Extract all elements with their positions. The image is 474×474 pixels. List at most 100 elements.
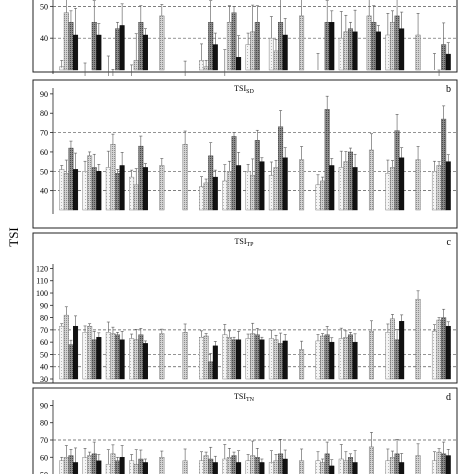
bar <box>352 31 358 71</box>
bar <box>63 457 69 474</box>
bar <box>415 298 421 380</box>
bar <box>63 12 69 71</box>
bar <box>278 453 284 474</box>
bar <box>231 339 237 380</box>
bar <box>324 334 330 380</box>
bar <box>320 462 326 474</box>
bar <box>431 460 437 474</box>
bar <box>68 22 74 71</box>
bar <box>231 12 237 71</box>
bar <box>208 155 214 211</box>
panel-c: 30 40 50 60 70 80 90 100 110 120 TSITP c <box>32 232 458 384</box>
y-tick-label: 50 <box>40 471 48 474</box>
bar <box>431 330 437 380</box>
bar <box>203 455 209 474</box>
bar <box>385 460 391 474</box>
bar <box>338 338 344 380</box>
bar <box>320 180 326 211</box>
bar <box>394 453 400 474</box>
panel-title: TSITP <box>234 237 254 248</box>
bar <box>82 332 88 380</box>
bar <box>138 145 144 211</box>
bar <box>96 34 102 71</box>
y-tick-label: 40 <box>40 187 48 196</box>
panel-letter: b <box>446 84 451 95</box>
bar <box>96 171 102 211</box>
bar <box>329 465 335 474</box>
bar <box>415 455 421 474</box>
bar <box>142 167 148 211</box>
bar <box>324 22 330 71</box>
y-tick-label: 110 <box>36 277 48 286</box>
bar <box>415 34 421 71</box>
y-tick-label: 50 <box>40 350 48 359</box>
bar <box>394 339 400 380</box>
bar <box>59 66 65 71</box>
bar <box>254 334 260 380</box>
bar <box>129 176 135 211</box>
bar <box>212 44 218 71</box>
bar <box>368 446 374 474</box>
bar <box>129 338 135 380</box>
bar <box>299 159 305 211</box>
bar <box>385 332 391 380</box>
y-tick-label: 80 <box>40 109 48 118</box>
bar <box>366 15 372 71</box>
y-tick-label: 80 <box>40 314 48 323</box>
bar <box>245 338 251 380</box>
bar <box>96 337 102 380</box>
panel-title: TSITN <box>234 392 255 403</box>
bar <box>82 171 88 211</box>
bar <box>199 60 205 71</box>
bar <box>254 22 260 71</box>
bar <box>129 460 135 474</box>
y-tick-label: 90 <box>40 90 48 99</box>
bar <box>133 60 139 71</box>
y-tick-label: 60 <box>40 453 48 462</box>
bar <box>133 339 139 380</box>
bar <box>222 458 228 474</box>
bar <box>436 319 442 380</box>
bar <box>119 339 125 380</box>
bar <box>138 22 144 71</box>
bar <box>182 143 188 211</box>
bar <box>212 345 218 380</box>
bar <box>208 458 214 474</box>
bar <box>115 460 121 474</box>
bar <box>329 165 335 211</box>
bar <box>115 334 121 380</box>
bar <box>282 340 288 380</box>
bar <box>329 341 335 380</box>
bar <box>389 318 395 380</box>
bar <box>91 22 97 71</box>
bar <box>268 174 274 211</box>
panel-title: TSISD <box>234 84 254 95</box>
bar <box>399 321 405 380</box>
bar <box>226 22 232 71</box>
bar <box>159 457 165 474</box>
bar <box>368 330 374 380</box>
bar <box>268 462 274 474</box>
bar <box>324 109 330 211</box>
bar <box>119 165 125 211</box>
bar <box>87 155 93 211</box>
y-tick-label: 70 <box>40 326 48 335</box>
bar <box>254 140 260 211</box>
bar <box>324 453 330 474</box>
y-tick-label: 100 <box>36 289 48 298</box>
panel-letter: c <box>447 237 452 248</box>
bar <box>250 174 256 211</box>
panel-b: 40 50 60 70 80 90 TSISD b <box>32 79 458 229</box>
bar <box>110 453 116 474</box>
y-tick-label: 70 <box>40 129 48 138</box>
bar <box>352 462 358 474</box>
bar <box>347 334 353 380</box>
bar <box>59 325 65 380</box>
bar <box>236 57 242 71</box>
bar <box>315 460 321 474</box>
bar <box>299 460 305 474</box>
bar <box>208 361 214 380</box>
bar <box>250 333 256 380</box>
bar <box>389 457 395 474</box>
panels: 40 50 40 50 60 70 80 90 TSISD b 30 40 50 60 70 80 90 100 1… <box>32 0 458 474</box>
